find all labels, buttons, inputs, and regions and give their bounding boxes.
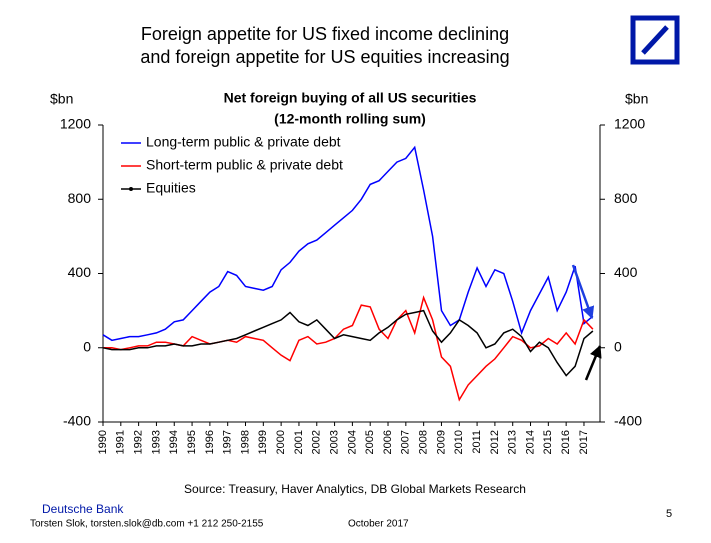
x-tick-label: 1997 — [222, 430, 234, 454]
x-tick-label: 2012 — [489, 430, 501, 454]
chart-title: Net foreign buying of all US securities — [224, 90, 477, 106]
y-axis-label: $bn — [50, 91, 73, 107]
source-note: Source: Treasury, Haver Analytics, DB Gl… — [184, 482, 526, 496]
y2-axis-label: $bn — [625, 91, 648, 107]
y-tick-label: 400 — [68, 264, 92, 280]
company-name: Deutsche Bank — [42, 502, 124, 516]
legend-label: Short-term public & private debt — [146, 157, 343, 173]
arrow — [571, 264, 595, 320]
y2-tick-label: 400 — [614, 264, 638, 280]
x-tick-label: 1998 — [239, 430, 251, 454]
x-tick-label: 2013 — [507, 430, 519, 454]
slide-title: and foreign appetite for US equities inc… — [140, 47, 509, 67]
x-tick-label: 2005 — [364, 430, 376, 454]
legend-label: Equities — [146, 180, 196, 196]
x-tick-label: 2016 — [560, 430, 572, 454]
slide-title: Foreign appetite for US fixed income dec… — [141, 24, 509, 44]
logo — [630, 15, 680, 65]
x-tick-label: 2015 — [542, 430, 554, 454]
y-tick-label: 0 — [83, 338, 91, 354]
x-tick-label: 2008 — [418, 430, 430, 454]
x-tick-label: 1990 — [97, 430, 109, 454]
x-tick-label: 2000 — [275, 430, 287, 454]
date: October 2017 — [348, 519, 409, 530]
y2-tick-label: -400 — [614, 413, 642, 429]
data-line — [102, 145, 594, 342]
x-tick-label: 1994 — [168, 430, 180, 454]
y-tick-label: 800 — [68, 190, 92, 206]
x-tick-label: 2003 — [328, 430, 340, 454]
y-tick-label: -400 — [63, 413, 91, 429]
x-tick-label: 1992 — [133, 430, 145, 454]
x-tick-label: 2007 — [400, 430, 412, 454]
data-line — [103, 295, 594, 402]
x-tick-label: 2011 — [471, 430, 483, 454]
chart-subtitle: (12-month rolling sum) — [274, 111, 426, 127]
arrow — [584, 344, 602, 381]
plot: -400 0 400 800 1200 -400 0 400 800 1200 1990 1991 19… — [60, 116, 646, 455]
data-line — [102, 309, 594, 377]
x-tick-label: 2009 — [435, 430, 447, 454]
y2-tick-label: 800 — [614, 190, 638, 206]
x-tick-label: 1991 — [115, 430, 127, 454]
x-tick-label: 2002 — [311, 430, 323, 454]
page-number: 5 — [666, 508, 672, 520]
x-tick-label: 1993 — [150, 430, 162, 454]
x-tick-label: 1999 — [257, 430, 269, 454]
x-tick-label: 2001 — [293, 430, 305, 454]
x-tick-label: 2017 — [578, 430, 590, 454]
contact: Torsten Slok, torsten.slok@db.com +1 212… — [30, 519, 264, 530]
x-tick-label: 2006 — [382, 430, 394, 454]
y-tick-label: 1200 — [60, 116, 91, 132]
x-tick-label: 2010 — [453, 430, 465, 454]
x-tick-label: 1996 — [204, 430, 216, 454]
y2-tick-label: 1200 — [614, 116, 645, 132]
legend-marker — [129, 187, 133, 191]
x-tick-label: 1995 — [186, 430, 198, 454]
x-tick-label: 2014 — [524, 430, 536, 454]
y2-tick-label: 0 — [614, 338, 622, 354]
x-tick-label: 2004 — [346, 430, 358, 454]
legend-label: Long-term public & private debt — [146, 134, 341, 150]
